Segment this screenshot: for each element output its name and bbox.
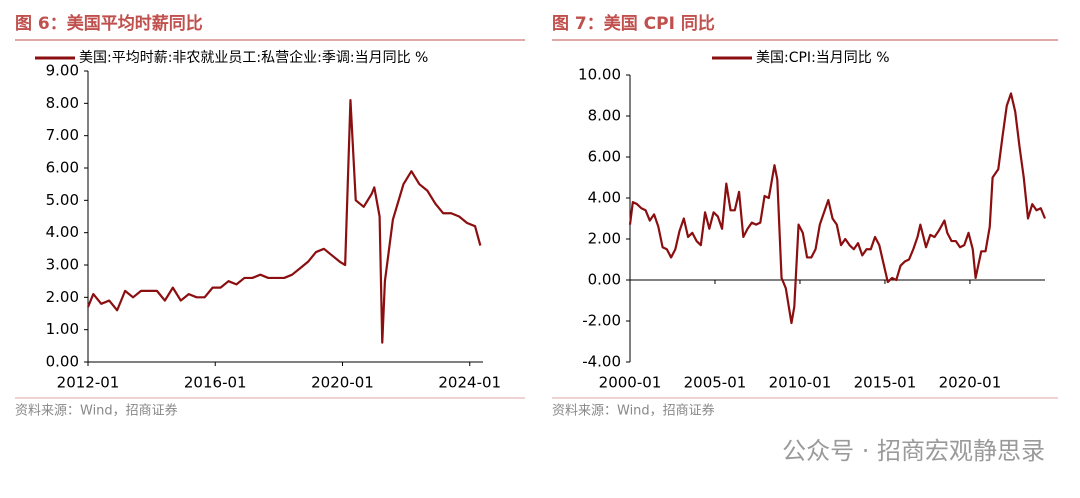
x-tick-label: 2015-01 <box>854 374 917 392</box>
y-tick-label: 2.00 <box>46 288 79 306</box>
chart-title: 图 7：美国 CPI 同比 <box>552 13 715 34</box>
y-tick-label: 7.00 <box>46 126 79 144</box>
y-tick-label: 3.00 <box>46 256 79 274</box>
legend-label: 美国:CPI:当月同比 % <box>756 50 890 66</box>
x-tick-label: 2010-01 <box>769 374 832 392</box>
x-tick-label: 2020-01 <box>939 374 1002 392</box>
x-tick-label: 2020-01 <box>311 374 374 392</box>
x-tick-label: 2024-01 <box>438 374 501 392</box>
y-tick-label: 10.00 <box>578 66 621 84</box>
y-tick-label: 6.00 <box>588 148 621 166</box>
y-tick-label: 4.00 <box>46 223 79 241</box>
y-tick-label: -4.00 <box>582 353 621 371</box>
y-tick-label: 6.00 <box>46 159 79 177</box>
source: 资料来源：Wind，招商证券 <box>552 403 715 419</box>
data-line <box>86 99 482 344</box>
y-tick-label: 4.00 <box>588 189 621 207</box>
x-tick-label: 2016-01 <box>184 374 247 392</box>
watermark: 公众号 · 招商宏观静思录 <box>782 437 1045 465</box>
y-tick-label: 5.00 <box>46 191 79 209</box>
y-tick-label: 8.00 <box>46 94 79 112</box>
source: 资料来源：Wind，招商证券 <box>15 403 178 419</box>
chart-title: 图 6：美国平均时薪同比 <box>15 13 203 34</box>
y-tick-label: 0.00 <box>588 271 621 289</box>
y-tick-label: 9.00 <box>46 62 79 80</box>
x-tick-label: 2000-01 <box>599 374 662 392</box>
y-tick-label: 8.00 <box>588 107 621 125</box>
y-tick-label: 1.00 <box>46 320 79 338</box>
x-tick-label: 2012-01 <box>57 374 120 392</box>
x-tick-label: 2005-01 <box>684 374 747 392</box>
y-tick-label: 0.00 <box>46 353 79 371</box>
y-tick-label: -2.00 <box>582 312 621 330</box>
data-line <box>628 92 1047 325</box>
y-tick-label: 2.00 <box>588 230 621 248</box>
legend-label: 美国:平均时薪:非农就业员工:私营企业:季调:当月同比 % <box>79 49 428 66</box>
